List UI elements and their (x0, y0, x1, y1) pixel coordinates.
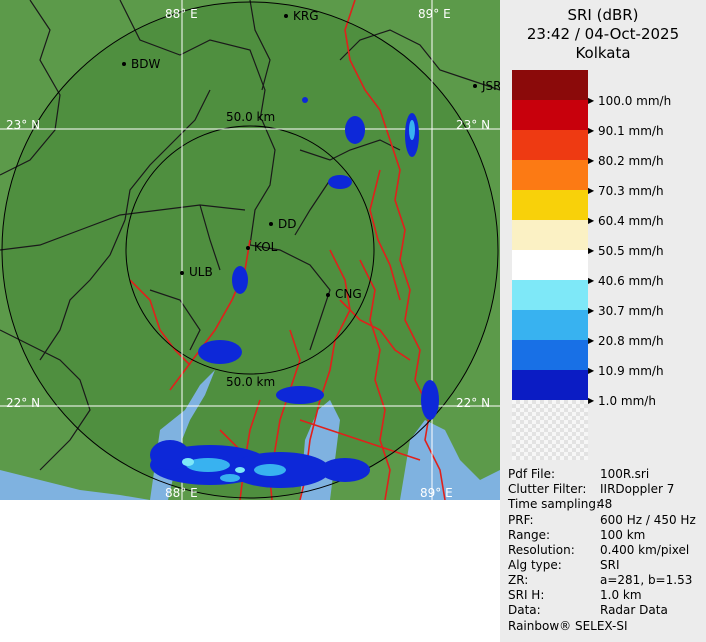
radar-map-graphic (0, 0, 500, 500)
lon-label-89-bottom: 89° E (420, 486, 453, 500)
legend-tick-arrow: ▶ (588, 276, 595, 285)
legend-tick-arrow: ▶ (588, 336, 595, 345)
legend-swatch (512, 370, 588, 400)
info-value: 0.400 km/pixel (600, 543, 690, 557)
info-value: 100 km (600, 528, 646, 542)
legend-label: 100.0 mm/h (598, 94, 672, 108)
legend-swatch (512, 190, 588, 220)
info-value: SRI (600, 558, 620, 572)
legend-swatch (512, 100, 588, 130)
legend-swatch (512, 340, 588, 370)
radar-site-name: Kolkata (575, 44, 631, 62)
info-value: Radar Data (600, 603, 668, 617)
place-dot-ulb (180, 271, 184, 275)
legend-tick-arrow: ▶ (588, 306, 595, 315)
lon-label-88-bottom: 88° E (165, 486, 198, 500)
legend-label: 80.2 mm/h (598, 154, 664, 168)
place-dot-krg (284, 14, 288, 18)
range-label-inner: 50.0 km (226, 110, 276, 124)
product-header: SRI (dBR) 23:42 / 04-Oct-2025 Kolkata (500, 6, 706, 63)
legend-label: 40.6 mm/h (598, 274, 664, 288)
vendor-brand: Rainbow® SELEX-SI (508, 619, 628, 633)
info-key: Clutter Filter: (508, 482, 587, 496)
place-dot-cng (326, 293, 330, 297)
place-label-kol: KOL (254, 240, 278, 254)
legend-label: 20.8 mm/h (598, 334, 664, 348)
district-borders (0, 0, 500, 471)
info-key: PRF: (508, 513, 534, 527)
lat-label-23-left: 23° N (6, 118, 41, 132)
legend-swatch (512, 70, 588, 100)
legend-swatch (512, 130, 588, 160)
legend-tick-arrow: ▶ (588, 156, 595, 165)
lat-label-22-right: 22° N (456, 396, 491, 410)
info-key: SRI H: (508, 588, 545, 602)
info-value: 100R.sri (600, 467, 650, 481)
product-title: SRI (dBR) (567, 6, 639, 24)
info-key: Pdf File: (508, 467, 556, 481)
legend-swatch (512, 160, 588, 190)
info-key: Data: (508, 603, 541, 617)
product-timestamp: 23:42 / 04-Oct-2025 (526, 25, 680, 43)
legend-tick-arrow: ▶ (588, 366, 595, 375)
info-value: IIRDoppler 7 (600, 482, 675, 496)
coast-water (0, 470, 150, 500)
legend-label: 10.9 mm/h (598, 364, 664, 378)
range-label-lower: 50.0 km (226, 375, 276, 389)
place-dot-kol (246, 246, 250, 250)
legend-tick-arrow: ▶ (588, 396, 595, 405)
legend-swatch (512, 220, 588, 250)
legend-swatch (512, 250, 588, 280)
place-dot-bdw (122, 62, 126, 66)
info-value: a=281, b=1.53 (600, 573, 693, 587)
range-rings (1, 1, 499, 499)
place-dot-jsr (473, 84, 477, 88)
legend-label: 90.1 mm/h (598, 124, 664, 138)
legend-tick-arrow: ▶ (588, 246, 595, 255)
rain-echoes-heavy (182, 458, 245, 473)
lon-label-89-top: 89° E (418, 7, 451, 21)
info-key: Resolution: (508, 543, 575, 557)
legend-label: 30.7 mm/h (598, 304, 664, 318)
lat-label-23-right: 23° N (456, 118, 491, 132)
lon-label-88-top: 88° E (165, 7, 198, 21)
info-value: 48 (597, 497, 613, 511)
legend-label: 50.5 mm/h (598, 244, 664, 258)
legend-swatch (512, 280, 588, 310)
legend-label: 1.0 mm/h (598, 394, 656, 408)
info-key: ZR: (508, 573, 529, 587)
place-label-jsr: JSR (482, 79, 500, 93)
place-dot-dd (269, 222, 273, 226)
legend-label: 70.3 mm/h (598, 184, 664, 198)
place-label-dd: DD (278, 217, 297, 231)
info-key: Time sampling: (508, 497, 601, 511)
lat-label-22-left: 22° N (6, 396, 41, 410)
info-key: Alg type: (508, 558, 562, 572)
legend-swatch (512, 310, 588, 340)
place-label-cng: CNG (335, 287, 362, 301)
legend-no-data-swatch (512, 400, 588, 460)
info-value: 1.0 km (600, 588, 642, 602)
rain-echoes-moderate (186, 120, 415, 482)
radar-map: 88° E 89° E 88° E 89° E 23° N 23° N 22° … (0, 0, 500, 500)
place-label-bdw: BDW (131, 57, 161, 71)
legend-tick-arrow: ▶ (588, 216, 595, 225)
place-label-krg: KRG (293, 9, 319, 23)
place-label-ulb: ULB (189, 265, 213, 279)
legend-tick-arrow: ▶ (588, 96, 595, 105)
radar-coverage-disc (2, 2, 498, 498)
legend-tick-arrow: ▶ (588, 126, 595, 135)
legend-label: 60.4 mm/h (598, 214, 664, 228)
info-key: Range: (508, 528, 551, 542)
info-value: 600 Hz / 450 Hz (600, 513, 696, 527)
legend-tick-arrow: ▶ (588, 186, 595, 195)
